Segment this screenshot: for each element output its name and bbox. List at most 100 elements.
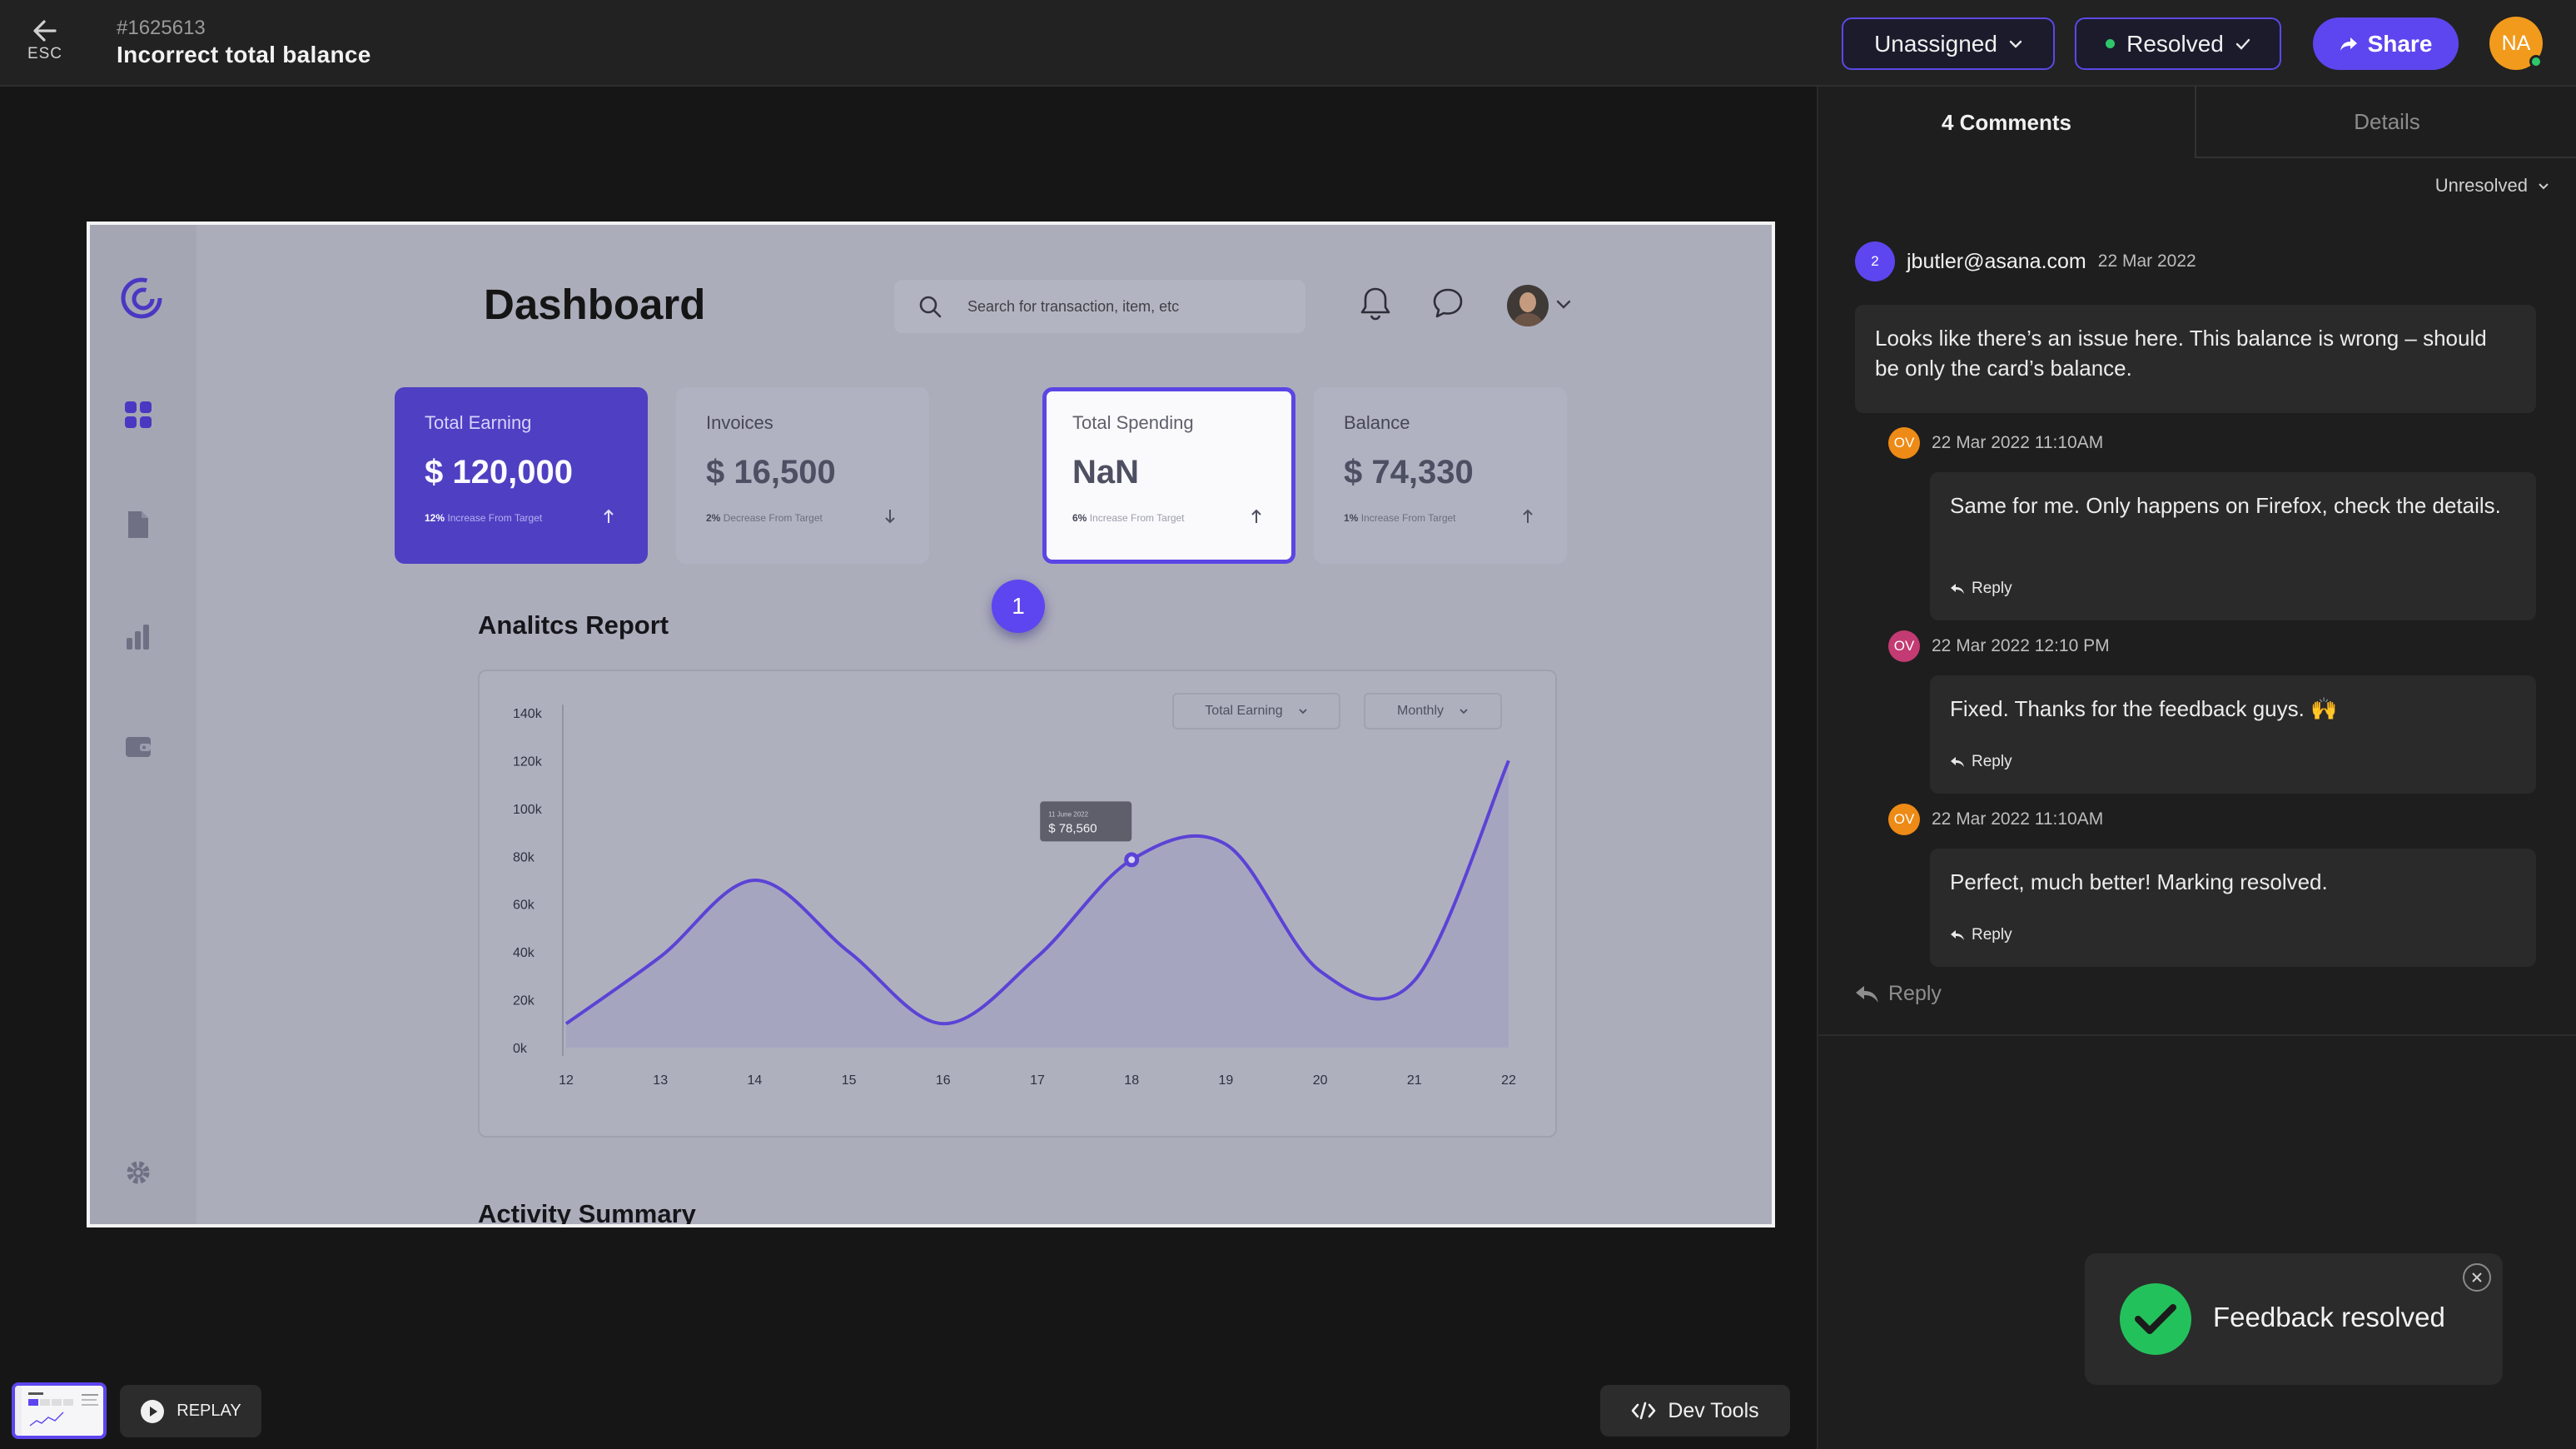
y-tick-label: 120k — [513, 754, 543, 769]
comment-date: 22 Mar 2022 — [2097, 251, 2196, 271]
reply-link[interactable]: Reply — [1950, 920, 2012, 950]
chart-metric-label: Total Earning — [1205, 704, 1283, 718]
dashboard-search[interactable]: Search for transaction, item, etc — [894, 280, 1305, 333]
dev-tools-button[interactable]: Dev Tools — [1600, 1385, 1790, 1437]
comment-avatar: 2 — [1855, 242, 1895, 281]
comment-header: 2 jbutler@asana.com 22 Mar 2022 — [1855, 242, 2196, 281]
card-value: $ 120,000 — [425, 454, 573, 490]
assignee-label: Unassigned — [1874, 30, 1997, 57]
comment-pin-marker[interactable]: 1 — [992, 580, 1045, 633]
online-status-icon — [2529, 55, 2543, 68]
chevron-down-icon — [2009, 40, 2022, 48]
y-tick-label: 80k — [513, 850, 535, 864]
x-tick-label: 19 — [1219, 1073, 1234, 1088]
reply-link[interactable]: Reply — [1950, 747, 2012, 777]
replay-label: REPLAY — [177, 1402, 241, 1420]
analytics-line-chart: 0k 20k 40k 60k 80k 100k 120k 140k 12 13 14 15 16 17 18… — [513, 705, 1516, 1088]
comment-text: Looks like there’s an issue here. This b… — [1875, 326, 2487, 381]
comment-bubble: Fixed. Thanks for the feedback guys. 🙌 R… — [1930, 675, 2536, 794]
toast-close-button[interactable] — [2463, 1263, 2491, 1292]
analytics-chart-card: Total Earning Monthly 0k 20k 40k 60k 80k 100k… — [478, 670, 1557, 1138]
comment-filter-dropdown[interactable]: Unresolved — [2435, 175, 2549, 197]
comment-header: OV 22 Mar 2022 12:10 PM — [1888, 630, 2110, 662]
report-title: Analitcs Report — [478, 610, 669, 640]
code-icon — [1632, 1402, 1656, 1420]
dev-tools-label: Dev Tools — [1668, 1398, 1759, 1422]
checkmark-icon — [2235, 38, 2250, 50]
screenshot-thumbnail[interactable] — [12, 1382, 107, 1439]
ticket-id: #1625613 — [117, 17, 206, 39]
chart-metric-dropdown[interactable]: Total Earning — [1172, 693, 1340, 729]
dashboard-grid-icon[interactable] — [122, 398, 155, 431]
arrow-up-icon — [604, 509, 614, 523]
chevron-down-icon[interactable] — [1555, 300, 1572, 310]
y-tick-label: 60k — [513, 899, 535, 913]
reply-arrow-icon — [1951, 757, 1964, 767]
comment-date: 22 Mar 2022 11:10AM — [1932, 809, 2104, 829]
search-placeholder: Search for transaction, item, etc — [967, 297, 1180, 315]
search-icon — [919, 296, 942, 318]
card-trend-text: 12% Increase From Target — [425, 512, 543, 524]
thumbnail-preview-image — [15, 1386, 98, 1436]
card-invoices[interactable]: Invoices $ 16,500 2% Decrease From Targe… — [676, 387, 929, 564]
comment-date: 22 Mar 2022 11:10AM — [1932, 433, 2104, 452]
card-balance[interactable]: Balance $ 74,330 1% Increase From Target — [1314, 387, 1567, 564]
tab-details[interactable]: Details — [2195, 87, 2576, 158]
y-tick-label: 100k — [513, 803, 543, 817]
thread-reply-button[interactable]: Reply — [1855, 982, 1942, 1006]
user-initials: NA — [2501, 31, 2531, 55]
chat-bubble-icon[interactable] — [1430, 286, 1465, 321]
x-tick-label: 16 — [936, 1073, 951, 1088]
reply-arrow-icon — [1951, 584, 1964, 594]
reply-link[interactable]: Reply — [1950, 574, 2012, 604]
escape-back-button[interactable]: ESC — [15, 15, 75, 73]
comment-header: OV 22 Mar 2022 11:10AM — [1888, 427, 2103, 459]
chart-line — [564, 759, 1510, 1026]
comment-avatar: OV — [1888, 427, 1920, 459]
assignee-dropdown[interactable]: Unassigned — [1842, 17, 2055, 70]
filter-label: Unresolved — [2434, 175, 2528, 196]
bell-icon[interactable] — [1359, 286, 1392, 322]
status-label: Resolved — [2126, 30, 2224, 57]
x-tick-label: 15 — [842, 1073, 857, 1088]
comment-author: jbutler@asana.com — [1907, 249, 2086, 273]
share-button[interactable]: Share — [2313, 17, 2459, 70]
replay-button[interactable]: REPLAY — [120, 1385, 261, 1437]
chart-period-dropdown[interactable]: Monthly — [1364, 693, 1502, 729]
user-avatar[interactable]: NA — [2489, 17, 2543, 70]
card-total-earning[interactable]: Total Earning $ 120,000 12% Increase Fro… — [395, 387, 648, 564]
logo-icon — [121, 277, 162, 319]
settings-gear-icon[interactable] — [122, 1156, 155, 1189]
share-arrow-icon — [2340, 37, 2357, 51]
comments-panel: 4 Comments Details Unresolved 2 jbutler@… — [1817, 87, 2576, 1449]
comment-date: 22 Mar 2022 12:10 PM — [1932, 636, 2110, 655]
wallet-icon[interactable] — [122, 729, 155, 763]
x-tick-label: 21 — [1407, 1073, 1422, 1088]
comment-bubble: Perfect, much better! Marking resolved. … — [1930, 849, 2536, 967]
y-tick-label: 0k — [513, 1042, 528, 1056]
comment-bubble: Same for me. Only happens on Firefox, ch… — [1930, 472, 2536, 620]
x-tick-label: 13 — [653, 1073, 668, 1088]
card-value: $ 74,330 — [1344, 454, 1474, 490]
status-dropdown[interactable]: Resolved — [2075, 17, 2281, 70]
screenshot-preview[interactable]: Dashboard Search for transaction, item, … — [87, 222, 1775, 1227]
status-dot-icon — [2106, 39, 2116, 48]
bar-chart-icon[interactable] — [122, 620, 155, 653]
comment-text: Perfect, much better! Marking resolved. — [1950, 869, 2328, 894]
chart-area-fill — [566, 760, 1509, 1048]
dashboard-user-avatar[interactable] — [1507, 285, 1549, 326]
x-tick-label: 12 — [559, 1073, 574, 1088]
share-label: Share — [2367, 30, 2433, 57]
card-total-spending[interactable]: Total Spending NaN 6% Increase From Targ… — [1042, 387, 1295, 564]
arrow-left-icon — [33, 20, 57, 42]
ticket-title: Incorrect total balance — [117, 42, 371, 67]
dashboard-sidebar — [90, 225, 196, 1224]
comment-bubble: Looks like there’s an issue here. This b… — [1855, 305, 2536, 413]
tab-comments[interactable]: 4 Comments — [1941, 109, 2072, 135]
close-icon — [2472, 1272, 2482, 1282]
chevron-down-icon — [1460, 709, 1468, 715]
document-icon[interactable] — [122, 508, 155, 541]
x-tick-label: 22 — [1501, 1073, 1516, 1088]
comment-header: OV 22 Mar 2022 11:10AM — [1888, 804, 2103, 835]
arrow-up-icon — [1523, 509, 1533, 523]
